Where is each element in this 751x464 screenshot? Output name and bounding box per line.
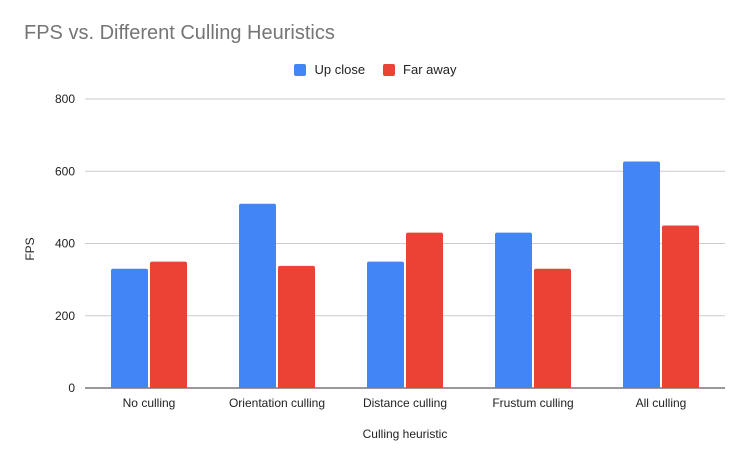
x-tick-label: Distance culling <box>363 396 447 410</box>
bar-far-away[interactable] <box>534 268 571 388</box>
x-tick-label: No culling <box>123 396 176 410</box>
bars <box>111 161 699 388</box>
y-tick-label: 400 <box>55 237 75 251</box>
x-tick-labels: No culling Orientation culling Distance cu… <box>123 396 687 410</box>
gridlines <box>85 98 725 389</box>
bar-up-close[interactable] <box>239 203 276 388</box>
y-axis-label: FPS <box>23 237 37 260</box>
legend-label-far-away: Far away <box>403 62 457 77</box>
chart-title: FPS vs. Different Culling Heuristics <box>24 22 335 44</box>
legend-item-far-away[interactable]: Far away <box>383 62 457 77</box>
bar-far-away[interactable] <box>406 232 443 388</box>
y-tick-label: 200 <box>55 309 75 323</box>
bar-far-away[interactable] <box>278 265 315 388</box>
legend-label-up-close: Up close <box>314 62 366 77</box>
bar-up-close[interactable] <box>495 232 532 388</box>
x-axis-label: Culling heuristic <box>363 427 448 441</box>
bar-far-away[interactable] <box>662 225 699 388</box>
bar-up-close[interactable] <box>623 161 660 388</box>
y-tick-label: 0 <box>68 381 75 395</box>
x-tick-label: Frustum culling <box>492 396 573 410</box>
bar-up-close[interactable] <box>111 268 148 388</box>
x-tick-label: All culling <box>636 396 687 410</box>
y-tick-labels: 0 200 400 600 800 <box>55 92 75 395</box>
legend-item-up-close[interactable]: Up close <box>294 62 365 77</box>
x-tick-label: Orientation culling <box>229 396 325 410</box>
legend: Up close Far away <box>0 62 751 77</box>
bar-far-away[interactable] <box>150 261 187 388</box>
y-tick-label: 600 <box>55 164 75 178</box>
legend-swatch-up-close <box>294 63 307 76</box>
y-tick-label: 800 <box>55 92 75 106</box>
legend-swatch-far-away <box>383 63 396 76</box>
bar-up-close[interactable] <box>367 261 404 388</box>
